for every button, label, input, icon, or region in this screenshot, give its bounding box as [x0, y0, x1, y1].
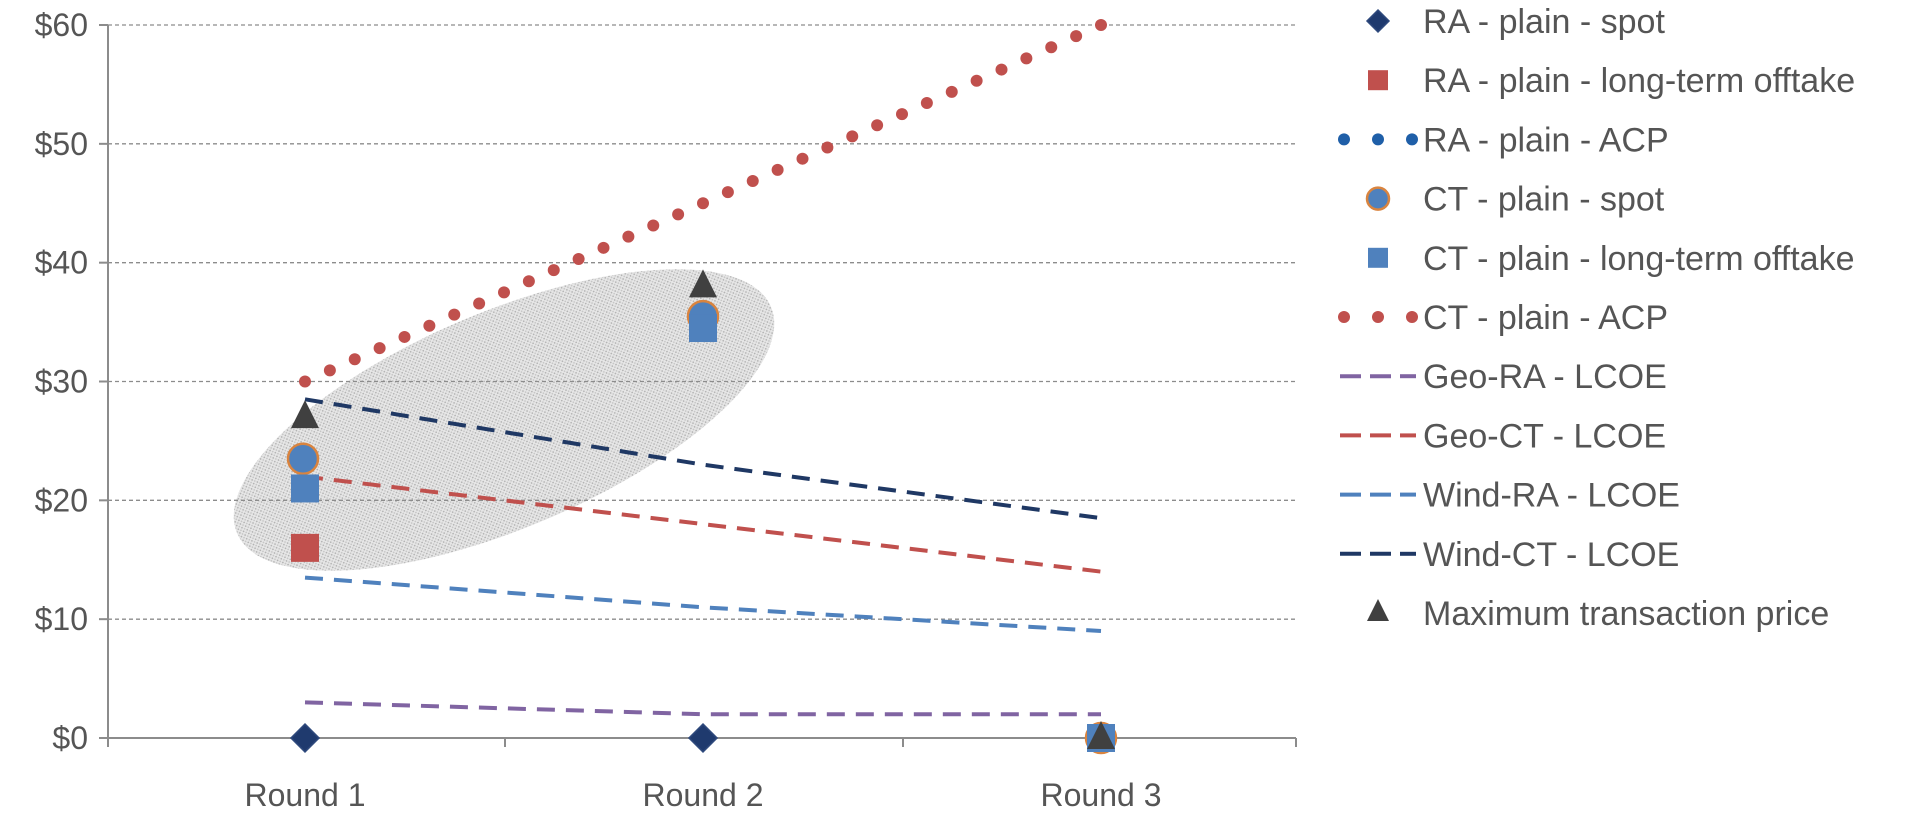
legend-ra-plain-spot-swatch	[1365, 8, 1391, 34]
legend-ct-plain-long-term-offtake-swatch	[1368, 247, 1388, 268]
x-tick-label-round-2: Round 2	[643, 777, 764, 811]
highlight-ellipse	[233, 269, 775, 571]
legend-ct-plain-spot-label: CT - plain - spot	[1423, 181, 1665, 219]
legend-maximum-transaction-price-swatch	[1367, 599, 1389, 621]
legend-geo-ra-lcoe-label: Geo-RA - LCOE	[1423, 358, 1667, 396]
y-tick-label-0: $0	[52, 720, 88, 756]
series-ct-plain-acp-dot-27	[970, 74, 983, 87]
legend-ct-plain-acp-swatch-dot-1	[1372, 311, 1384, 323]
legend-ct-plain-acp-swatch-dot-0	[1338, 311, 1350, 323]
legend-ct-plain-spot-swatch	[1365, 186, 1391, 211]
legend-wind-ra-lcoe-entry: Wind-RA - LCOE	[1340, 477, 1680, 515]
legend-ra-plain-spot-label: RA - plain - spot	[1423, 3, 1665, 41]
series-geo-ra-lcoe-line	[304, 700, 1101, 717]
series-ct-plain-acp-dot-16	[697, 197, 709, 210]
series-ct-plain-acp-dot-21	[821, 141, 834, 154]
series-ct-plain-acp-dot-29	[1020, 52, 1033, 65]
y-tick-label-3: $30	[35, 364, 88, 400]
series-ct-plain-acp-dot-15	[672, 208, 685, 221]
series-ct-plain-spot-point-0	[286, 442, 320, 475]
series-ct-plain-acp-dot-4	[398, 330, 411, 343]
series-ct-plain-acp-dot-18	[746, 174, 759, 187]
series-ct-plain-acp-dot-32	[1095, 19, 1107, 31]
series-ra-plain-spot-point-1	[687, 722, 719, 754]
series-ct-plain-acp-dot-12	[597, 241, 610, 254]
series-ct-plain-acp-dot-17	[721, 186, 734, 199]
legend-ct-plain-acp-swatch-dot-2	[1406, 311, 1418, 323]
legend-ct-plain-acp-entry: CT - plain - ACP	[1338, 299, 1668, 337]
series-ct-plain-acp-dot-13	[622, 230, 635, 243]
series-ct-plain-acp-dot-1	[323, 364, 336, 377]
series-ct-plain-acp-dot-28	[995, 63, 1008, 76]
legend-ra-plain-spot-entry: RA - plain - spot	[1365, 3, 1665, 41]
series-ct-plain-acp-dot-25	[920, 96, 933, 109]
series-ct-plain-acp-dot-14	[647, 219, 660, 232]
legend-ra-plain-long-term-offtake-entry: RA - plain - long-term offtake	[1368, 62, 1855, 100]
series-ct-plain-acp-dot-6	[448, 308, 461, 321]
legend-ct-plain-spot-entry: CT - plain - spot	[1365, 181, 1665, 219]
series-ct-plain-acp-dot-0	[299, 375, 311, 388]
series-wind-ct-lcoe-line	[304, 397, 1102, 521]
series-ct-plain-acp-dot-23	[871, 119, 884, 132]
legend-geo-ra-lcoe-entry: Geo-RA - LCOE	[1340, 358, 1667, 396]
legend-wind-ra-lcoe-label: Wind-RA - LCOE	[1423, 477, 1680, 515]
legend-ra-plain-acp-entry: RA - plain - ACP	[1338, 121, 1669, 159]
series-ct-plain-acp-dot-7	[473, 297, 486, 310]
series-ct-plain-long-term-offtake-point-1	[689, 314, 717, 343]
legend-ct-plain-long-term-offtake-label: CT - plain - long-term offtake	[1423, 240, 1854, 278]
x-tick-label-round-3: Round 3	[1041, 777, 1162, 811]
series-maximum-transaction-price-point-1	[689, 269, 717, 298]
series-ct-plain-acp-dot-22	[846, 130, 859, 143]
series-ct-plain-acp-dot-26	[945, 85, 958, 98]
series-ct-plain-long-term-offtake-point-0	[291, 474, 319, 503]
legend-ct-plain-long-term-offtake-entry: CT - plain - long-term offtake	[1368, 240, 1854, 278]
series-ct-plain-acp-dot-2	[348, 353, 361, 366]
legend-maximum-transaction-price-entry: Maximum transaction price	[1367, 595, 1829, 633]
y-tick-label-1: $10	[35, 601, 88, 637]
series-ct-plain-acp-dot-19	[771, 163, 784, 176]
y-tick-label-2: $20	[35, 482, 88, 518]
series-ct-plain-acp-dot-11	[572, 252, 585, 265]
series-ra-plain-spot-point-0	[289, 722, 321, 754]
legend-wind-ct-lcoe-label: Wind-CT - LCOE	[1423, 536, 1679, 574]
legend-ra-plain-acp-swatch-dot-0	[1338, 133, 1350, 146]
legend-maximum-transaction-price-label: Maximum transaction price	[1423, 595, 1829, 633]
series-ct-plain-acp-dot-3	[373, 342, 386, 355]
series-ct-plain-acp-dot-5	[423, 319, 436, 332]
series-maximum-transaction-price-point-0	[291, 400, 319, 429]
legend-ra-plain-acp-swatch-dot-2	[1406, 133, 1418, 146]
series-ct-plain-acp-dot-8	[498, 286, 510, 299]
series-ct-plain-acp-dot-30	[1045, 41, 1058, 54]
legend-ra-plain-acp-label: RA - plain - ACP	[1423, 121, 1669, 159]
series-ct-plain-acp-dot-31	[1070, 30, 1083, 43]
legend-geo-ct-lcoe-label: Geo-CT - LCOE	[1423, 417, 1666, 455]
x-tick-label-round-1: Round 1	[245, 777, 366, 811]
series-ct-plain-acp-dot-9	[522, 275, 535, 288]
legend-ct-plain-acp-label: CT - plain - ACP	[1423, 299, 1668, 337]
legend-wind-ct-lcoe-entry: Wind-CT - LCOE	[1340, 536, 1679, 574]
series-wind-ra-lcoe-line	[304, 575, 1102, 634]
series-ct-plain-acp-dot-10	[547, 264, 560, 277]
series-geo-ct-lcoe-line	[304, 474, 1102, 574]
series-maximum-transaction-price-point-2	[1087, 721, 1115, 749]
legend-ra-plain-acp-swatch-dot-1	[1372, 133, 1384, 146]
legend-ra-plain-long-term-offtake-swatch	[1368, 70, 1388, 91]
y-tick-label-5: $50	[35, 126, 88, 162]
y-tick-label-4: $40	[35, 245, 88, 281]
series-ct-plain-acp-dot-20	[796, 152, 809, 165]
legend-ra-plain-long-term-offtake-label: RA - plain - long-term offtake	[1423, 62, 1855, 100]
y-tick-label-6: $60	[35, 7, 88, 43]
series-ct-plain-acp-dot-24	[896, 108, 908, 121]
legend-geo-ct-lcoe-entry: Geo-CT - LCOE	[1340, 417, 1666, 455]
series-ra-plain-long-term-offtake-point-0	[291, 533, 319, 562]
